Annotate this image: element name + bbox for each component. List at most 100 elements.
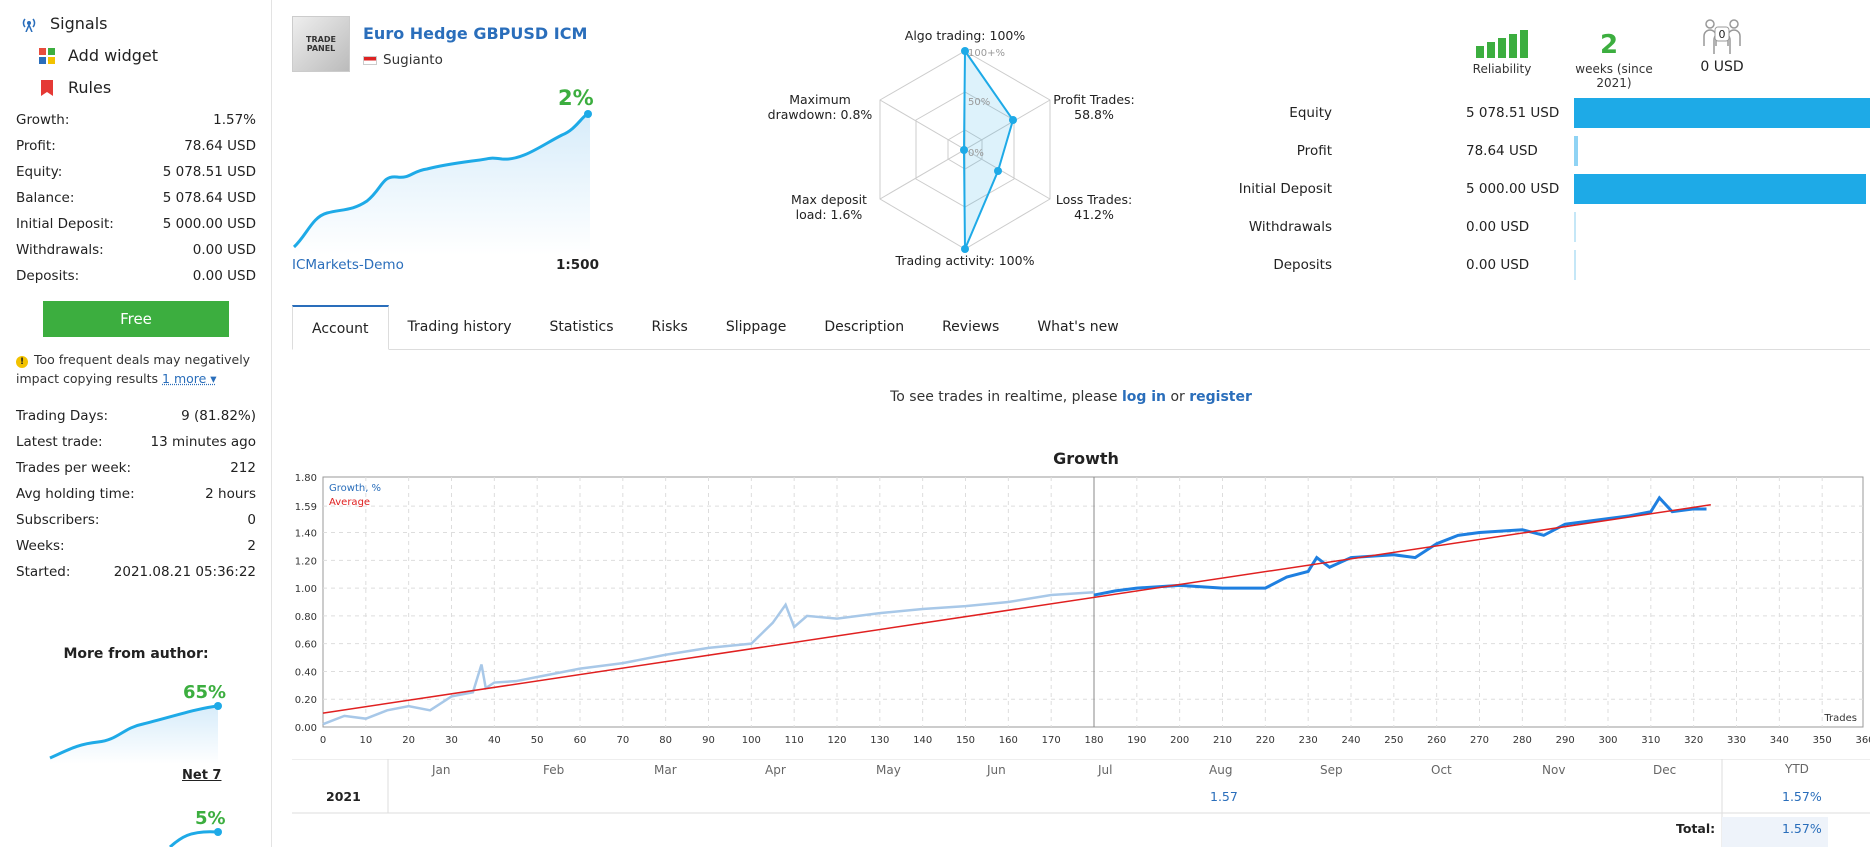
finance-label: Equity (1289, 105, 1332, 121)
y-tick-label: 0.00 (295, 723, 317, 734)
nav-rules[interactable]: Rules (38, 78, 111, 97)
growth-chart: 0 10 20 30 40 50 60 70 80 90 100 110 120 130 140 150 160… (295, 473, 1870, 746)
x-tick-label: 90 (702, 735, 715, 746)
finance-label: Profit (1296, 143, 1332, 159)
x-tick-label: 250 (1384, 735, 1403, 746)
register-link[interactable]: register (1189, 389, 1252, 405)
y-tick-label: 1.20 (295, 556, 317, 567)
stat-label: Latest trade: (16, 434, 103, 450)
nav-add-widget[interactable]: Add widget (38, 46, 158, 65)
finance-label: Withdrawals (1248, 219, 1332, 235)
x-tick-label: 30 (445, 735, 458, 746)
stat-label: Weeks: (16, 538, 65, 554)
stat-row: Initial Deposit: 5 000.00 USD (16, 216, 256, 232)
radar-loss-trades-label: Loss Trades: 41.2% (1055, 192, 1133, 222)
tab-trading-history[interactable]: Trading history (407, 319, 512, 335)
radar-deposit-load-label: Max deposit load: 1.6% (791, 192, 867, 222)
x-tick-label: 20 (402, 735, 415, 746)
x-tick-label: 120 (827, 735, 846, 746)
stat-label: Growth: (16, 112, 70, 128)
broker-server-link[interactable]: ICMarkets-Demo (292, 257, 404, 273)
x-tick-label: 10 (359, 735, 372, 746)
more-warnings-link[interactable]: 1 more ▾ (162, 371, 217, 386)
tab-risks[interactable]: Risks (651, 319, 688, 335)
stat-label: Started: (16, 564, 71, 580)
stat-row: Latest trade: 13 minutes ago (16, 434, 256, 450)
aug-value[interactable]: 1.57 (1210, 789, 1238, 804)
x-tick-label: 330 (1727, 735, 1746, 746)
radar-ring-label: 50% (968, 97, 990, 108)
month-label: Mar (654, 763, 677, 777)
sidebar: Signals Add widget Rules Growth: 1.57% Pro… (0, 0, 272, 847)
author-signal-name[interactable]: Net 7 (182, 768, 222, 783)
stat-label: Withdrawals: (16, 242, 104, 258)
signal-title[interactable]: Euro Hedge GBPUSD ICM (363, 24, 588, 43)
weeks-label: weeks (since 2021) (1575, 62, 1653, 90)
author-signal-mini-chart[interactable] (48, 700, 228, 764)
x-tick-label: 340 (1770, 735, 1789, 746)
year-label: 2021 (326, 789, 361, 804)
y-tick-label: 0.80 (295, 612, 317, 623)
radar-activity-label: Trading activity: 100% (895, 253, 1035, 268)
radar-ring-label: 0% (968, 148, 984, 159)
tab-reviews[interactable]: Reviews (942, 319, 1000, 335)
x-tick-label: 300 (1598, 735, 1617, 746)
free-subscribe-button[interactable]: Free (43, 301, 229, 337)
x-tick-label: 350 (1813, 735, 1832, 746)
series-line-1 (1093, 495, 1707, 597)
month-label: Dec (1653, 763, 1677, 777)
x-tick-label: 160 (999, 735, 1018, 746)
ytd-value: 1.57% (1782, 789, 1822, 804)
login-link[interactable]: log in (1121, 389, 1167, 405)
author-name[interactable]: Sugianto (363, 52, 443, 68)
growth-chart-title: Growth (1053, 449, 1119, 468)
y-tick-label: 0.60 (295, 640, 317, 651)
country-flag-icon (363, 55, 377, 65)
stat-value: 1.57% (213, 112, 256, 128)
stat-label: Trades per week: (16, 460, 132, 476)
total-label: Total: (1676, 821, 1716, 836)
ytd-table (292, 759, 1870, 847)
growth-mini-chart (292, 110, 592, 255)
author-signal-mini-chart-2[interactable] (168, 826, 228, 847)
finance-value: 0.00 USD (1466, 219, 1530, 235)
finance-label: Deposits (1273, 257, 1332, 273)
month-label: Sep (1320, 763, 1343, 777)
stat-label: Subscribers: (16, 512, 100, 528)
stat-row: Equity: 5 078.51 USD (16, 164, 256, 180)
x-tick-label: 150 (956, 735, 975, 746)
warning-text: Too frequent deals may negatively impact… (16, 352, 251, 386)
month-label: Apr (765, 763, 786, 777)
widget-grid-icon (38, 47, 56, 65)
tab-slippage[interactable]: Slippage (725, 319, 787, 335)
stat-row: Weeks: 2 (16, 538, 256, 554)
x-tick-label: 240 (1341, 735, 1360, 746)
x-tick-label: 310 (1641, 735, 1660, 746)
nav-signals[interactable]: Signals (20, 14, 107, 33)
x-tick-label: 200 (1170, 735, 1189, 746)
stat-row: Growth: 1.57% (16, 112, 256, 128)
x-tick-label: 110 (785, 735, 804, 746)
x-tick-label: 0 (320, 735, 326, 746)
bookmark-icon (38, 79, 56, 97)
tab-what-s-new[interactable]: What's new (1037, 319, 1119, 335)
month-label: Aug (1209, 763, 1233, 777)
tab-account[interactable]: Account (292, 305, 389, 350)
tab-description[interactable]: Description (824, 319, 905, 335)
x-tick-label: 230 (1299, 735, 1318, 746)
finance-value: 5 078.51 USD (1466, 105, 1560, 121)
subscribers-people-icon: 0 (1703, 19, 1741, 54)
tab-bar: Account Trading history Statistics Risks Sli… (292, 305, 1870, 350)
author-label: Sugianto (383, 52, 443, 68)
series-line-2 (322, 504, 1711, 714)
tab-statistics[interactable]: Statistics (549, 319, 614, 335)
x-tick-label: 140 (913, 735, 932, 746)
leverage: 1:500 (556, 257, 599, 273)
reliability-label: Reliability (1472, 62, 1532, 76)
x-tick-label: 360 (1855, 735, 1870, 746)
x-tick-label: 260 (1427, 735, 1446, 746)
x-tick-label: 50 (531, 735, 544, 746)
weeks-count: 2 (1600, 30, 1619, 60)
x-tick-label: 40 (488, 735, 501, 746)
x-tick-label: 190 (1127, 735, 1146, 746)
